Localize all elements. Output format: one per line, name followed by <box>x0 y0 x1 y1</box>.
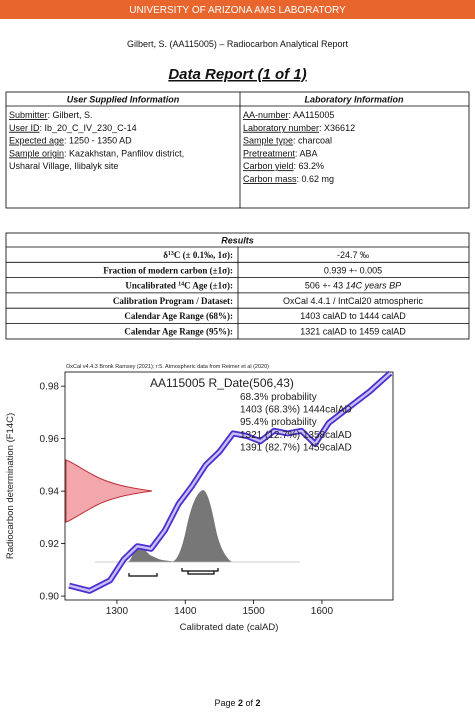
info-row: User ID: Ib_20_C_IV_230_C-14 <box>9 123 137 133</box>
y-tick-label: 0.92 <box>40 539 60 550</box>
text-part: 13 <box>168 251 174 257</box>
figure-annotation: 1391 (82.7%) 1459calAD <box>240 442 352 453</box>
result-value: 1321 calAD to 1459 calAD <box>300 327 406 337</box>
info-value: : ABA <box>295 148 318 158</box>
y-axis-label: Radiocarbon determination (F14C) <box>5 413 16 559</box>
info-label: Submitter <box>9 110 48 120</box>
result-label: Fraction of modern carbon (±1σ): <box>103 265 233 275</box>
info-value: : 0.62 mg <box>297 174 335 184</box>
info-value: : Ib_20_C_IV_230_C-14 <box>40 123 137 133</box>
result-label: Calendar Age Range (68%): <box>124 311 233 321</box>
info-row: Expected age: 1250 - 1350 AD <box>9 136 132 146</box>
info-value: : Kazakhstan, Panfilov district, <box>64 148 184 158</box>
info-value: : Gilbert, S. <box>48 110 93 120</box>
posterior-early <box>95 545 178 562</box>
y-tick-label: 0.94 <box>40 487 60 498</box>
text-part: Calendar Age Range (68%): <box>124 311 233 321</box>
text-part: 2 <box>238 698 243 708</box>
result-label: δ13C (± 0.1‰, 1σ): <box>163 250 233 260</box>
info-row: Pretreatment: ABA <box>243 148 318 158</box>
x-axis-label: Calibrated date (calAD) <box>180 622 279 633</box>
figure-caption: OxCal v4.4.3 Bronk Ramsey (2021); r:5. A… <box>66 364 269 370</box>
info-left-heading: User Supplied Information <box>67 95 180 105</box>
info-value: : AA115005 <box>289 110 335 120</box>
info-label: User ID <box>9 123 40 133</box>
text-part: C Age (±1σ): <box>184 281 233 291</box>
result-label: Calibration Program / Dataset: <box>113 296 233 306</box>
info-row: Sample type: charcoal <box>243 136 332 146</box>
y-tick-label: 0.90 <box>40 592 60 603</box>
info-row: AA-number: AA115005 <box>243 110 334 120</box>
info-label: Pretreatment <box>243 148 296 158</box>
banner-bar <box>0 0 475 19</box>
text-part: OxCal 4.4.1 / IntCal20 atmospheric <box>283 296 424 306</box>
text-part: 2 <box>256 698 261 708</box>
range-brackets <box>128 568 219 577</box>
banner-text: UNIVERSITY OF ARIZONA AMS LABORATORY <box>129 5 346 16</box>
text-part: 14C years BP <box>346 281 402 291</box>
info-value: : X36612 <box>319 123 355 133</box>
info-label: Sample type <box>243 136 293 146</box>
figure-annotation: 1403 (68.3%) 1444calAD <box>240 405 352 416</box>
calibration-figure: OxCal v4.4.3 Bronk Ramsey (2021); r:5. A… <box>5 364 394 633</box>
info-row: Laboratory number: X36612 <box>243 123 355 133</box>
result-value: 0.939 +- 0.005 <box>324 265 382 275</box>
info-row: Submitter: Gilbert, S. <box>9 110 93 120</box>
info-value: : charcoal <box>293 136 332 146</box>
calibration-curve <box>68 372 392 592</box>
posterior-main <box>172 490 232 562</box>
info-label: Carbon mass <box>243 174 297 184</box>
text-part: Fraction of modern carbon (±1σ): <box>103 265 233 275</box>
report-line: Gilbert, S. (AA115005) – Radiocarbon Ana… <box>127 39 348 49</box>
result-value: -24.7 ‰ <box>337 250 369 260</box>
x-tick-label: 1400 <box>174 606 197 617</box>
info-label: Carbon yield <box>243 161 294 171</box>
figure-name: AA115005 R_Date(506,43) <box>150 376 294 390</box>
text-part: Uncalibrated <box>125 281 178 291</box>
info-label: Sample origin <box>9 148 64 158</box>
figure-annotation: 95.4% probability <box>240 417 317 428</box>
x-tick-label: 1300 <box>106 606 129 617</box>
info-value: : 63.2% <box>294 161 325 171</box>
info-right-heading: Laboratory Information <box>304 95 404 105</box>
y-tick-label: 0.96 <box>40 434 60 445</box>
x-tick-label: 1600 <box>311 606 334 617</box>
info-table-frame <box>5 91 470 209</box>
info-label: AA-number <box>243 110 289 120</box>
text-part: Calendar Age Range (95%): <box>124 327 233 337</box>
text-part: Page <box>214 698 238 708</box>
text-part: 1403 calAD to 1444 calAD <box>300 311 406 321</box>
y-tick-label: 0.98 <box>40 382 60 393</box>
results-heading: Results <box>221 236 254 246</box>
text-part: 0.939 +- 0.005 <box>324 265 382 275</box>
text-part: 1321 calAD to 1459 calAD <box>300 327 406 337</box>
info-left-continuation: Usharal Village, Ilibalyk site <box>9 161 118 171</box>
result-label: Calendar Age Range (95%): <box>124 327 233 337</box>
result-value: OxCal 4.4.1 / IntCal20 atmospheric <box>283 296 424 306</box>
info-label: Laboratory number <box>243 123 319 133</box>
figure-annotation: 68.3% probability <box>240 392 317 403</box>
info-value: : 1250 - 1350 AD <box>64 136 132 146</box>
text-part: C (± 0.1‰, 1σ): <box>174 250 233 260</box>
page-footer: Page 2 of 2 <box>214 698 260 708</box>
x-tick-label: 1500 <box>242 606 265 617</box>
text-part: 506 +- 43 <box>305 281 346 291</box>
report-title: Data Report (1 of 1) <box>168 66 306 83</box>
result-value: 506 +- 43 14C years BP <box>305 281 401 291</box>
info-row: Carbon yield: 63.2% <box>243 161 324 171</box>
results-table-frame <box>5 232 470 340</box>
text-part: Calibration Program / Dataset: <box>113 296 233 306</box>
text-part: 14 <box>178 282 184 288</box>
text-part: of <box>243 698 256 708</box>
info-row: Sample origin: Kazakhstan, Panfilov dist… <box>9 148 184 158</box>
text-part: -24.7 ‰ <box>337 250 369 260</box>
figure-annotation: 1321 (12.7%) 1358calAD <box>240 430 352 441</box>
info-row: Carbon mass: 0.62 mg <box>243 174 334 184</box>
text-part: δ <box>163 250 168 260</box>
result-value: 1403 calAD to 1444 calAD <box>300 311 406 321</box>
info-label: Expected age <box>9 136 64 146</box>
radiocarbon-likelihood <box>65 459 153 523</box>
result-label: Uncalibrated 14C Age (±1σ): <box>125 281 233 291</box>
